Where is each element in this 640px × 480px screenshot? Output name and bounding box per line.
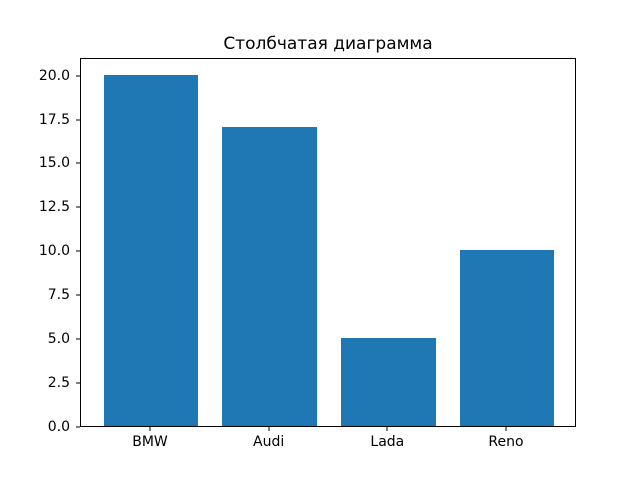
y-tick-mark [76,426,80,428]
x-tick-mark [268,427,270,431]
y-tick-mark [76,75,80,77]
x-tick-mark [386,427,388,431]
y-tick-label: 12.5 [38,199,70,216]
x-tick-label: Lada [370,434,405,450]
y-tick-label: 2.5 [47,375,70,392]
y-tick-label: 7.5 [47,287,70,304]
x-tick-mark [149,427,151,431]
bar-audi [222,127,318,426]
y-tick-label: 17.5 [38,111,70,128]
y-tick-mark [76,294,80,296]
y-tick-mark [76,338,80,340]
y-tick-mark [76,250,80,252]
y-tick-label: 15.0 [38,155,70,172]
y-tick-mark [76,119,80,120]
y-tick-label: 5.0 [47,331,70,348]
y-tick-label: 10.0 [38,243,70,260]
y-tick-label: 0.0 [47,419,70,435]
bar-reno [459,250,555,426]
bar-lada [340,338,436,426]
x-tick-label: BMW [132,434,168,450]
x-tick-label: Reno [488,434,524,450]
x-tick-mark [505,427,507,431]
y-tick-mark [76,162,80,164]
x-tick-label: Audi [253,434,285,450]
y-tick-label: 20.0 [38,67,70,84]
bar-bmw [103,74,199,426]
y-tick-mark [76,206,80,208]
chart-title: Столбчатая диаграмма [223,34,433,54]
plot-area [80,58,576,427]
y-tick-mark [76,382,80,384]
y-axis: 0.0 2.5 5.0 7.5 10.0 12.5 15.0 17.5 20.0 [0,58,70,435]
